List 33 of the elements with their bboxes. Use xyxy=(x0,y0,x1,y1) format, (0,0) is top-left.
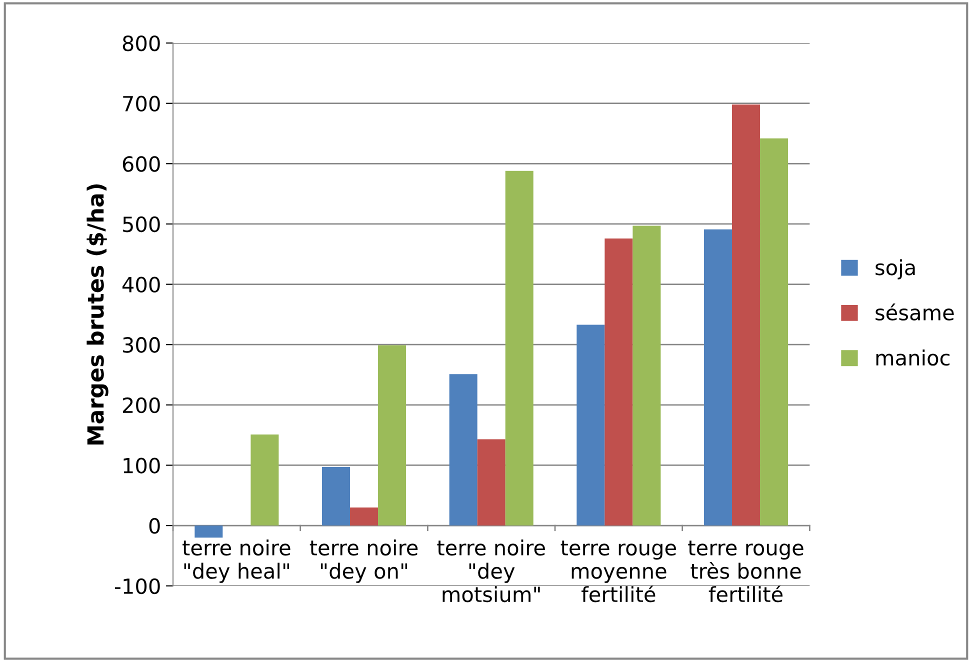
y-tick-label: 0 xyxy=(149,518,160,534)
y-axis-title: Marges brutes ($/ha) xyxy=(86,184,108,444)
y-tick-label: 700 xyxy=(123,96,160,112)
bar xyxy=(378,345,406,526)
legend-label: manioc xyxy=(876,350,950,366)
legend-label: sésame xyxy=(876,304,954,320)
bar xyxy=(732,104,760,526)
bar xyxy=(250,434,279,526)
bar xyxy=(632,226,661,526)
bar xyxy=(760,138,788,526)
y-tick-label: 600 xyxy=(122,156,160,172)
bar xyxy=(350,507,378,526)
y-tick-label: 400 xyxy=(122,276,160,293)
y-tick-label: 800 xyxy=(122,35,160,52)
bar xyxy=(604,238,633,526)
bar xyxy=(576,324,605,526)
legend-label: soja xyxy=(876,259,915,280)
x-tick-label: terre noire "dey on" xyxy=(310,539,418,583)
bar xyxy=(449,374,478,526)
bar xyxy=(194,526,223,538)
x-tick-label: terre rouge moyenne fertilité xyxy=(560,540,676,602)
bar xyxy=(505,170,534,526)
y-tick-label: 300 xyxy=(123,337,160,353)
x-tick-label: terre rouge très bonne fertilité xyxy=(688,540,804,602)
bar xyxy=(704,229,732,526)
bar xyxy=(322,467,350,526)
x-tick-label: terre noire "dey motsium" xyxy=(437,539,545,602)
y-tick-label: 200 xyxy=(122,397,160,414)
y-tick-label: 100 xyxy=(124,458,160,474)
x-tick-label: terre noire "dey heal" xyxy=(182,539,290,583)
y-tick-label: 500 xyxy=(123,216,160,232)
y-tick-label: -100 xyxy=(114,578,160,594)
bar xyxy=(477,439,506,526)
